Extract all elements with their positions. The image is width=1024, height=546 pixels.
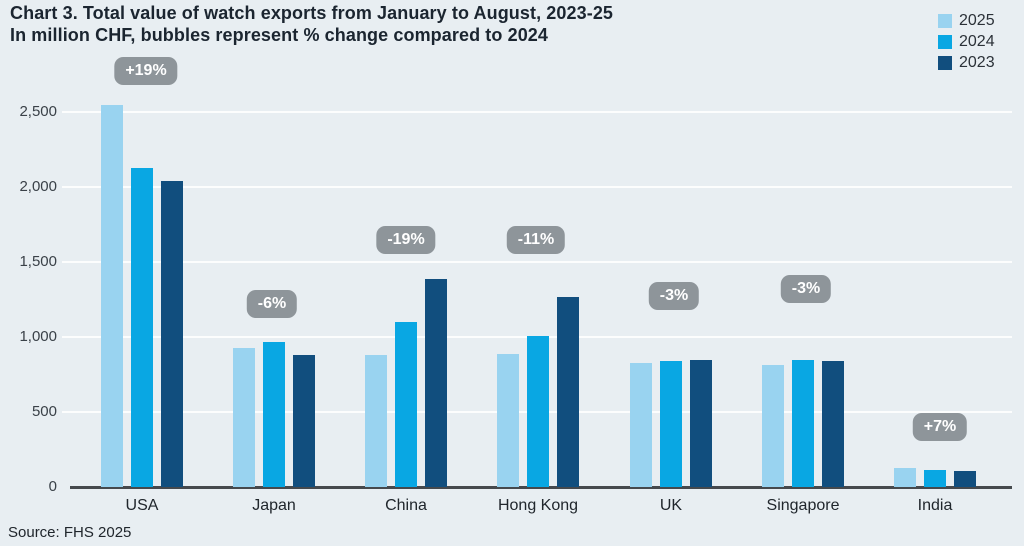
bar-2025-USA	[101, 104, 123, 487]
legend-swatch-2025	[938, 13, 952, 28]
legend: 2025 2024 2023	[938, 10, 995, 73]
source-note: Source: FHS 2025	[8, 524, 132, 541]
chart-title-line1: Chart 3. Total value of watch exports fr…	[10, 3, 614, 23]
pct-change-bubble: -11%	[506, 226, 566, 254]
bar-2025-Singapore	[762, 364, 784, 487]
y-axis-tick-label: 0	[48, 478, 57, 495]
legend-item: 2023	[938, 52, 995, 73]
chart-title: Chart 3. Total value of watch exports fr…	[10, 2, 613, 46]
legend-swatch-2024	[938, 34, 952, 49]
x-axis-label: China	[385, 497, 427, 514]
x-axis-label: UK	[659, 497, 683, 514]
x-axis-label: Hong Kong	[497, 497, 579, 514]
y-axis-tick-label: 2,000	[19, 178, 57, 195]
x-axis-label: Singapore	[766, 497, 840, 514]
bar-2025-Hong Kong	[497, 354, 519, 487]
legend-label: 2024	[959, 32, 995, 50]
legend-item: 2025	[938, 10, 995, 31]
bar-2023-USA	[161, 181, 183, 487]
pct-change-bubble: +19%	[114, 57, 178, 85]
x-axis-label: USA	[125, 497, 159, 514]
bar-2025-India	[894, 468, 916, 487]
bar-2023-UK	[690, 359, 712, 487]
bar-2025-UK	[630, 362, 652, 487]
pct-change-bubble: +7%	[912, 413, 968, 441]
bar-2024-Japan	[263, 342, 285, 487]
legend-label: 2023	[959, 53, 995, 71]
gridline	[62, 186, 1012, 188]
legend-item: 2024	[938, 31, 995, 52]
pct-change-bubble: -3%	[648, 282, 700, 310]
bar-2025-Japan	[233, 347, 255, 487]
pct-change-bubble: -19%	[376, 226, 436, 254]
bar-2024-China	[395, 322, 417, 487]
gridline	[62, 111, 1012, 113]
legend-swatch-2023	[938, 55, 952, 70]
pct-change-bubble: -3%	[780, 275, 832, 303]
y-axis-tick-label: 1,000	[19, 328, 57, 345]
x-axis-line	[70, 486, 1012, 489]
gridline	[62, 261, 1012, 263]
bar-2025-China	[365, 355, 387, 487]
legend-label: 2025	[959, 11, 995, 29]
x-axis-label: Japan	[252, 497, 296, 514]
bar-2024-USA	[131, 167, 153, 487]
bar-2023-China	[425, 278, 447, 487]
bar-2023-Singapore	[822, 361, 844, 487]
bar-2023-India	[954, 471, 976, 487]
chart-subtitle-line2: In million CHF, bubbles represent % chan…	[10, 25, 549, 45]
bar-2023-Hong Kong	[557, 296, 579, 487]
pct-change-bubble: -6%	[246, 290, 298, 318]
bar-2024-UK	[660, 361, 682, 487]
bar-2023-Japan	[293, 355, 315, 487]
y-axis-tick-label: 2,500	[19, 103, 57, 120]
bar-2024-India	[924, 469, 946, 487]
y-axis-tick-label: 500	[31, 403, 57, 420]
y-axis-tick-label: 1,500	[19, 253, 57, 270]
bar-2024-Singapore	[792, 359, 814, 487]
x-axis-label: India	[917, 497, 953, 514]
bar-2024-Hong Kong	[527, 336, 549, 487]
